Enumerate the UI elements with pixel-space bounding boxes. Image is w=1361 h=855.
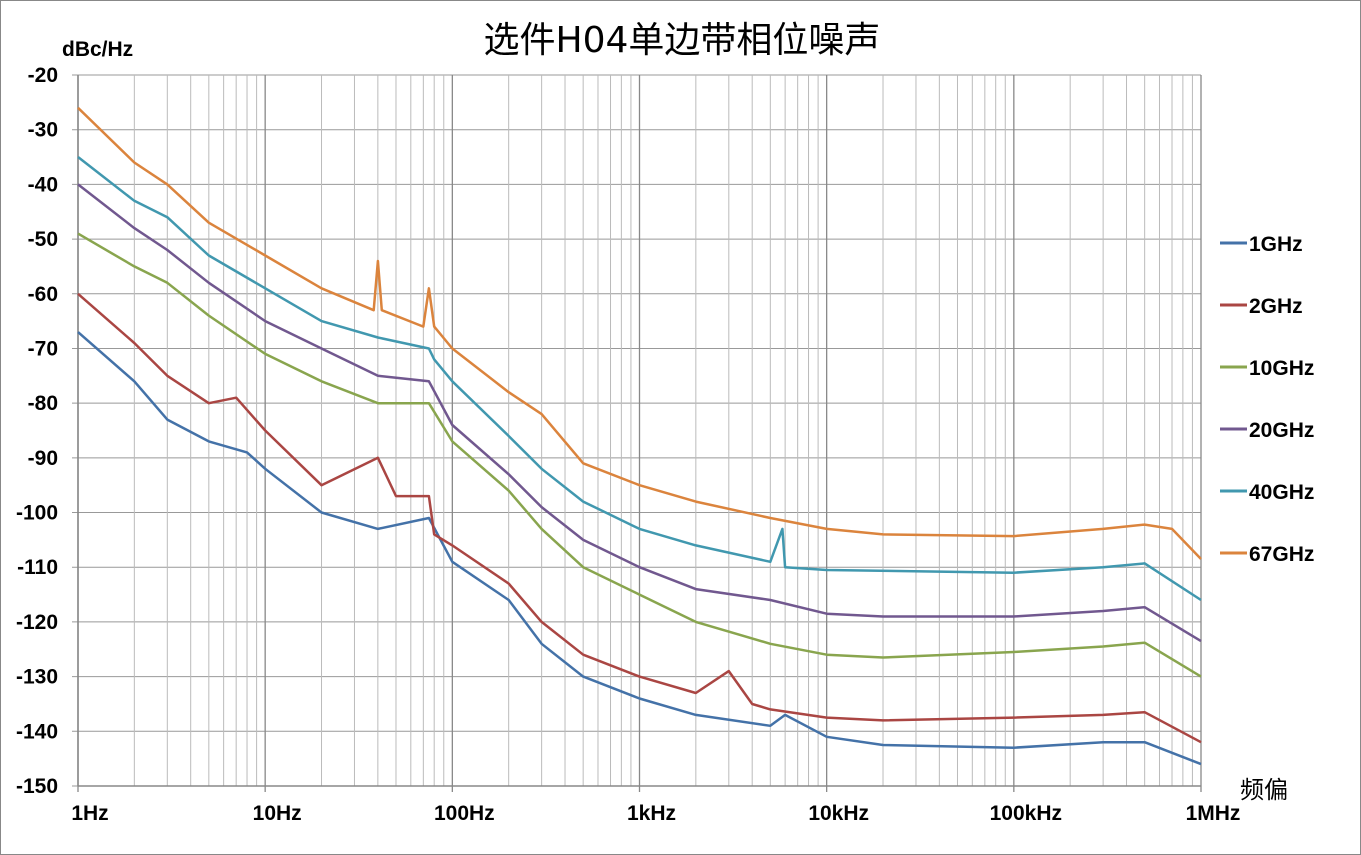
series-line-40GHz: [77, 156, 1202, 602]
x-tick-label: 1Hz: [71, 802, 108, 825]
x-tick-label: 10kHz: [808, 802, 869, 825]
x-tick-label: 100kHz: [990, 802, 1062, 825]
y-tick-label: -70: [28, 337, 58, 360]
y-tick-label: -130: [16, 666, 58, 689]
y-tick-label: -110: [17, 556, 58, 579]
y-tick-label: -120: [16, 611, 58, 634]
series-line-2GHz: [77, 292, 1202, 744]
x-tick-label: 1kHz: [627, 802, 676, 825]
legend: 1GHz 2GHz 10GHz 20GHz 40GHz 67GHz: [1220, 233, 1314, 566]
series-lines: [77, 106, 1202, 766]
chart-title: 选件H04单边带相位噪声: [484, 20, 881, 61]
x-tick-label: 1MHz: [1186, 802, 1241, 825]
grid: [72, 74, 1202, 792]
y-tick-label: -80: [28, 392, 58, 415]
y-tick-labels: -20 -30 -40 -50 -60 -70 -80 -90 -100 -110 -120 -130…: [16, 64, 58, 798]
y-tick-label: -150: [16, 775, 58, 798]
x-tick-label: 10Hz: [253, 802, 302, 825]
y-tick-label: -60: [28, 283, 58, 306]
x-tick-labels: 1Hz 10Hz 100Hz 1kHz 10kHz 100kHz 1MHz: [71, 802, 1240, 825]
series-line-20GHz: [77, 183, 1202, 643]
series-line-10GHz: [77, 232, 1202, 678]
x-tick-label: 100Hz: [434, 802, 495, 825]
legend-label: 1GHz: [1249, 233, 1303, 256]
y-tick-label: -90: [28, 447, 58, 470]
legend-label: 67GHz: [1249, 543, 1314, 566]
series-line-67GHz: [77, 106, 1202, 560]
legend-label: 40GHz: [1249, 481, 1314, 504]
y-axis-label: dBc/Hz: [62, 38, 133, 61]
legend-label: 10GHz: [1249, 357, 1314, 380]
legend-label: 20GHz: [1249, 419, 1314, 442]
x-axis-label: 频偏: [1240, 776, 1288, 804]
y-tick-label: -30: [28, 119, 58, 142]
y-tick-label: -50: [28, 228, 58, 251]
legend-label: 2GHz: [1249, 295, 1303, 318]
series-line-1GHz: [77, 331, 1202, 766]
y-tick-label: -140: [16, 720, 58, 743]
y-tick-label: -40: [28, 173, 58, 196]
y-tick-label: -100: [16, 502, 58, 525]
y-tick-label: -20: [28, 64, 58, 87]
